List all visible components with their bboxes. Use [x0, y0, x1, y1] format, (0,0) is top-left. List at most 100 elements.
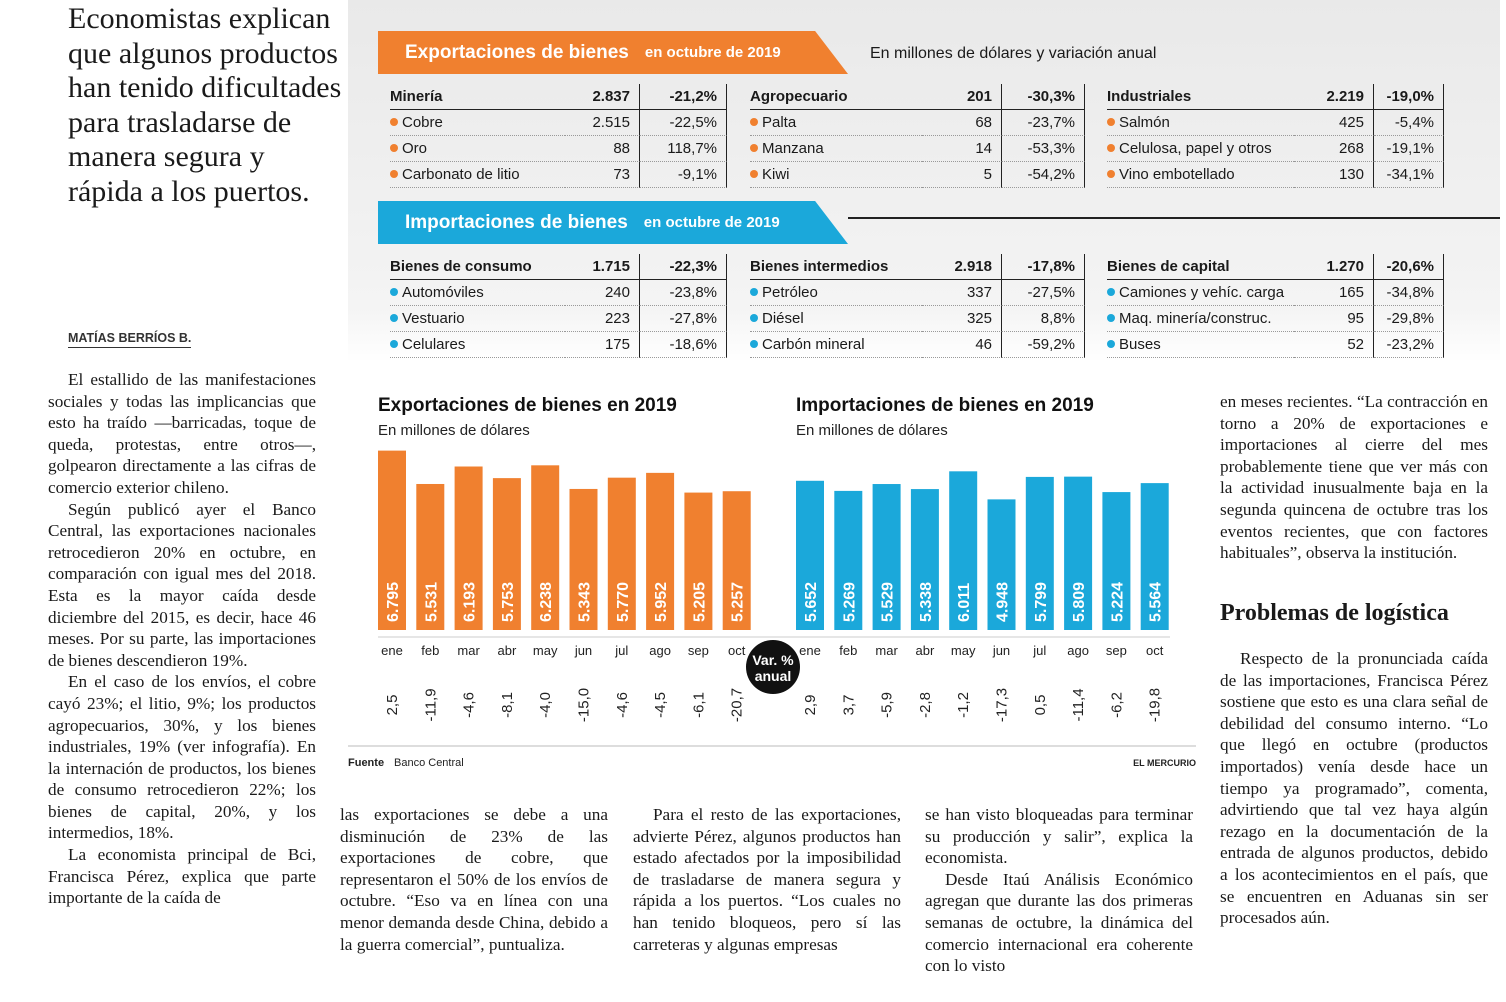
label-text: Bienes de consumo: [390, 258, 532, 275]
label-text: Buses: [1119, 336, 1161, 353]
value-text: -27,5%: [1027, 284, 1075, 301]
row-value: -23,2%: [1374, 332, 1444, 358]
value-label: 5.529: [880, 582, 897, 622]
change-label: -20,7: [729, 688, 746, 722]
bullet: [390, 144, 398, 152]
label-text: Industriales: [1107, 88, 1192, 105]
bullet: [750, 118, 758, 126]
x-tick-label: jul: [1032, 643, 1046, 658]
row-value: 2.918: [922, 254, 1002, 280]
bar: [910, 489, 939, 630]
change-label: 3,7: [840, 695, 857, 716]
value-text: -53,3%: [1027, 140, 1075, 157]
x-tick-label: may: [951, 643, 976, 658]
subheading: Problemas de logística: [1220, 600, 1449, 626]
bullet: [1107, 144, 1115, 152]
row-value: -18,6%: [640, 332, 727, 358]
row-value: 14: [922, 136, 1002, 162]
row-value: -23,8%: [640, 280, 727, 306]
value-text: -20,6%: [1386, 258, 1434, 275]
value-text: -23,8%: [669, 284, 717, 301]
value-label: 5.224: [1109, 582, 1126, 622]
value-label: 5.652: [803, 582, 820, 622]
value-text: -59,2%: [1027, 336, 1075, 353]
change-label: -2,8: [917, 692, 934, 718]
x-tick-label: mar: [875, 643, 898, 658]
row-value: 337: [922, 280, 1002, 306]
row-value: -23,7%: [1002, 110, 1085, 136]
value-label: 5.269: [841, 582, 858, 622]
row-label: Camiones y vehíc. carga: [1107, 280, 1294, 306]
row-label: Salmón: [1107, 110, 1294, 136]
change-label: -6,1: [690, 692, 707, 718]
row-value: -59,2%: [1002, 332, 1085, 358]
x-tick-label: feb: [421, 643, 439, 658]
row-label: Carbonato de litio: [390, 162, 565, 188]
row-value: -17,8%: [1002, 254, 1085, 280]
label-text: Diésel: [762, 310, 804, 327]
bullet: [750, 144, 758, 152]
label-text: Carbonato de litio: [402, 166, 520, 183]
row-value: 2.515: [565, 110, 640, 136]
x-tick-label: oct: [1146, 643, 1164, 658]
body-column: Para el resto de las exportaciones, advi…: [633, 804, 901, 955]
value-text: -22,3%: [669, 258, 717, 275]
row-value: 201: [922, 84, 1002, 110]
source: Banco Central: [394, 757, 464, 769]
x-tick-label: jul: [614, 643, 628, 658]
x-tick-label: ago: [1067, 643, 1089, 658]
change-label: -4,5: [652, 692, 669, 718]
change-label: -8,1: [499, 692, 516, 718]
value-text: 165: [1338, 284, 1364, 301]
value-text: 337: [966, 284, 992, 301]
row-label: Cobre: [390, 110, 565, 136]
value-text: 46: [975, 336, 992, 353]
label-text: Oro: [402, 140, 428, 157]
source-label: Fuente: [348, 757, 384, 769]
value-text: 268: [1338, 140, 1364, 157]
value-text: -19,1%: [1386, 140, 1434, 157]
value-text: 1.715: [592, 258, 630, 275]
row-value: 88: [565, 136, 640, 162]
value-text: 5: [983, 166, 992, 183]
value-text: -21,2%: [669, 88, 717, 105]
value-text: 2.918: [954, 258, 992, 275]
row-value: -27,5%: [1002, 280, 1085, 306]
x-tick-label: feb: [839, 643, 857, 658]
exports-banner: Exportaciones de bienes en octubre de 20…: [378, 31, 848, 74]
row-value: 325: [922, 306, 1002, 332]
paragraph: El estallido de las manifestaciones soci…: [48, 370, 316, 497]
bullet: [750, 314, 758, 322]
row-label: Minería: [390, 84, 565, 110]
value-text: -18,6%: [669, 336, 717, 353]
change-label: -4,0: [537, 692, 554, 718]
row-label: Automóviles: [390, 280, 565, 306]
bullet: [390, 340, 398, 348]
row-value: 73: [565, 162, 640, 188]
value-text: -22,5%: [669, 114, 717, 131]
x-tick-label: jun: [574, 643, 592, 658]
row-value: -19,0%: [1374, 84, 1444, 110]
bar: [796, 480, 824, 630]
change-label: 2,5: [384, 695, 401, 716]
row-value: -5,4%: [1374, 110, 1444, 136]
banner-period: en octubre de 2019: [643, 214, 780, 231]
imports-banner: Importaciones de bienes en octubre de 20…: [378, 201, 848, 244]
chart-subtitle: En millones de dólares: [796, 422, 948, 439]
row-value: -20,6%: [1374, 254, 1444, 280]
paragraph: las exportaciones se debe a una disminuc…: [340, 805, 608, 954]
x-tick-label: mar: [457, 643, 480, 658]
row-value: 130: [1294, 162, 1374, 188]
value-label: 5.770: [615, 582, 632, 622]
value-text: 425: [1338, 114, 1364, 131]
x-tick-label: sep: [1106, 643, 1127, 658]
value-text: 95: [1347, 310, 1364, 327]
row-label: Bienes intermedios: [750, 254, 922, 280]
byline: MATÍAS BERRÍOS B.: [68, 331, 192, 348]
bar: [1140, 483, 1169, 630]
value-label: 6.193: [462, 582, 479, 622]
banner-period: en octubre de 2019: [644, 44, 781, 61]
value-text: 130: [1338, 166, 1364, 183]
